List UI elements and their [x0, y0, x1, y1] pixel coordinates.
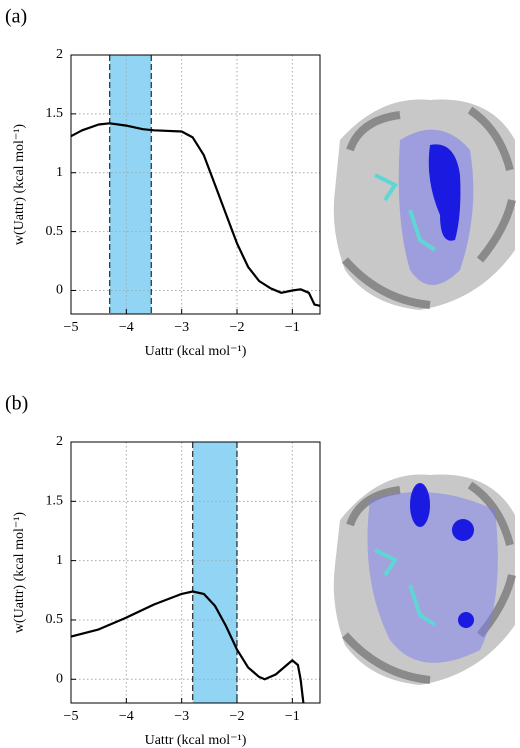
panel-label: (a) — [5, 6, 27, 28]
y-tick-label: 0 — [56, 283, 63, 298]
x-axis-label: Uattr (kcal mol⁻¹) — [145, 344, 247, 359]
protein-image-b — [332, 465, 518, 687]
shaded-range — [110, 55, 152, 314]
y-tick-label: 1 — [56, 553, 63, 568]
y-tick-label: 2 — [56, 434, 63, 449]
x-tick-label: −2 — [230, 320, 245, 335]
x-axis-label: Uattr (kcal mol⁻¹) — [145, 733, 247, 748]
panel-label: (b) — [5, 393, 28, 415]
y-tick-label: 0.5 — [46, 224, 64, 239]
y-tick-label: 0 — [56, 671, 63, 686]
y-tick-label: 0.5 — [46, 612, 64, 627]
x-tick-label: −2 — [230, 709, 245, 724]
x-tick-label: −4 — [119, 709, 134, 724]
y-axis-label: w(Uattr) (kcal mol⁻¹) — [12, 124, 27, 246]
plot-frame — [71, 55, 320, 314]
y-tick-label: 1 — [56, 165, 63, 180]
x-tick-label: −3 — [174, 320, 189, 335]
x-tick-label: −4 — [119, 320, 134, 335]
y-axis-label: w(Uattr) (kcal mol⁻¹) — [12, 512, 27, 634]
x-tick-label: −1 — [285, 709, 300, 724]
x-tick-label: −1 — [285, 320, 300, 335]
y-tick-label: 1.5 — [46, 106, 64, 121]
figure: (a) −5 −4 −3 −2 −1 0 0.5 1 1.5 2 Uattr (kcal mol⁻¹)… — [0, 0, 520, 748]
shaded-range — [193, 442, 237, 703]
y-tick-label: 2 — [56, 47, 63, 62]
protein-image-a — [332, 92, 518, 314]
x-tick-label: −5 — [64, 709, 79, 724]
x-tick-label: −3 — [174, 709, 189, 724]
data-line — [71, 592, 303, 704]
x-tick-label: −5 — [64, 320, 79, 335]
data-line — [71, 123, 320, 305]
y-tick-label: 1.5 — [46, 494, 64, 509]
